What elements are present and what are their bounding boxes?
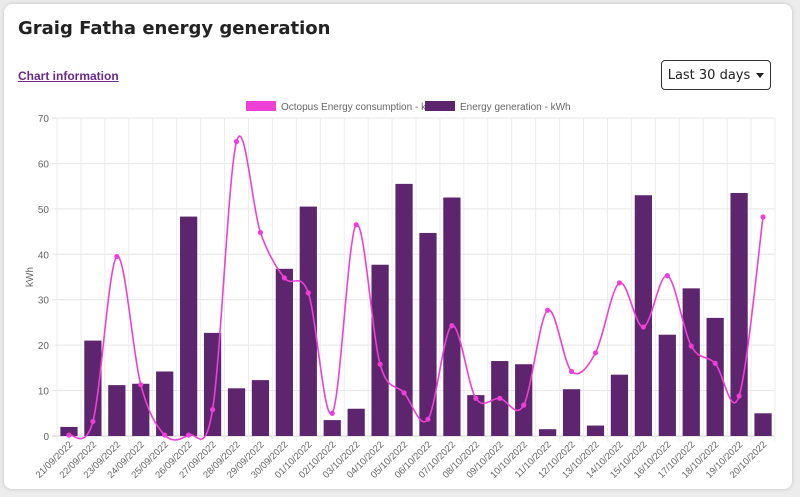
y-tick-label: 20 [38,341,50,352]
generation-bar[interactable] [539,429,557,436]
generation-bar[interactable] [515,364,533,436]
generation-bar[interactable] [180,216,198,436]
caret-down-icon [756,72,765,78]
generation-bar[interactable] [347,408,365,436]
generation-bar[interactable] [275,268,293,436]
consumption-point[interactable] [162,432,168,438]
consumption-point[interactable] [425,416,431,422]
generation-bar[interactable] [251,380,270,436]
consumption-point[interactable] [616,280,623,286]
consumption-point[interactable] [377,361,383,367]
y-tick-label: 50 [38,205,50,216]
chart-information-link[interactable]: Chart information [18,69,119,83]
consumption-point[interactable] [138,382,144,388]
y-tick-label: 30 [38,296,50,307]
consumption-point[interactable] [568,368,575,375]
generation-bar[interactable] [323,420,341,436]
generation-bar[interactable] [132,383,150,436]
consumption-point[interactable] [545,307,551,313]
y-tick-label: 60 [38,159,50,170]
consumption-point[interactable] [353,222,359,228]
legend-swatch[interactable] [246,101,276,111]
consumption-point[interactable] [760,214,766,220]
y-tick-label: 10 [38,387,50,398]
consumption-point[interactable] [401,390,407,396]
generation-bar[interactable] [682,288,700,436]
consumption-point[interactable] [209,407,216,413]
consumption-point[interactable] [497,395,503,401]
consumption-point[interactable] [640,324,646,330]
consumption-point[interactable] [449,323,455,329]
consumption-point[interactable] [233,139,240,145]
consumption-point[interactable] [90,418,96,425]
generation-bar[interactable] [299,206,317,436]
generation-bar[interactable] [706,317,724,436]
generation-bar[interactable] [610,374,629,436]
generation-bar[interactable] [730,192,748,436]
generation-bar[interactable] [419,232,437,436]
legend-label[interactable]: Energy generation - kWh [460,102,571,113]
date-range-dropdown[interactable]: Last 30 days [661,60,771,90]
generation-bar[interactable] [586,425,605,436]
page-title: Graig Fatha energy generation [18,18,331,39]
generation-bar[interactable] [156,371,174,436]
generation-bar[interactable] [227,388,246,436]
date-range-label: Last 30 days [667,67,751,83]
consumption-point[interactable] [66,432,72,438]
generation-bar[interactable] [371,264,389,436]
consumption-point[interactable] [186,432,192,438]
consumption-point[interactable] [688,343,694,349]
consumption-point[interactable] [736,393,742,399]
legend-swatch[interactable] [425,101,455,111]
generation-bar[interactable] [634,195,652,436]
generation-bar[interactable] [754,413,772,436]
y-tick-label: 0 [43,432,49,443]
generation-bar[interactable] [108,385,126,436]
consumption-point[interactable] [592,350,599,356]
consumption-point[interactable] [305,290,311,296]
generation-bar[interactable] [562,389,581,436]
y-axis-label: kWh [25,267,36,287]
consumption-point[interactable] [114,253,120,260]
generation-bar[interactable] [203,332,222,436]
generation-bar[interactable] [443,197,461,437]
consumption-point[interactable] [521,402,527,408]
consumption-point[interactable] [712,360,718,366]
y-tick-label: 40 [38,250,50,261]
legend-label[interactable]: Octopus Energy consumption - kWh [281,102,441,113]
generation-bar[interactable] [84,340,102,436]
consumption-point[interactable] [664,273,670,279]
consumption-point[interactable] [473,395,479,401]
consumption-point[interactable] [329,410,335,416]
consumption-point[interactable] [281,275,287,281]
y-tick-label: 70 [38,114,50,125]
generation-bar[interactable] [467,395,485,436]
generation-bar[interactable] [658,334,676,436]
generation-bar[interactable] [60,426,78,436]
consumption-point[interactable] [257,229,264,236]
generation-bar[interactable] [395,183,413,436]
